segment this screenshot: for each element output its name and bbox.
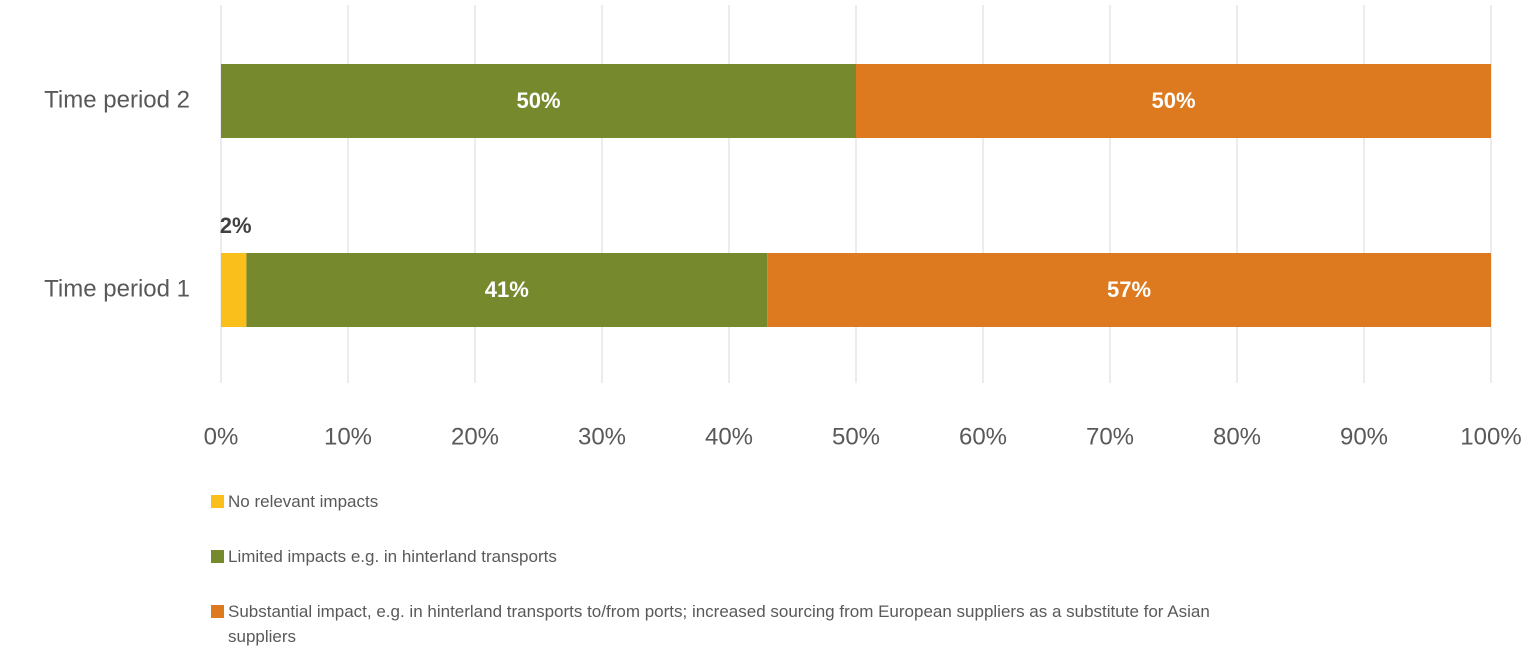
data-label: 50% <box>516 88 560 113</box>
x-tick-label: 60% <box>959 423 1007 450</box>
x-tick-label: 70% <box>1086 423 1134 450</box>
chart: 0% 10% 20% 30% 40% 50% 60% 70% 80% 90% 100% Time pe… <box>44 5 1522 450</box>
legend-swatch <box>211 605 224 618</box>
data-label: 50% <box>1151 88 1195 113</box>
legend-label: Limited impacts e.g. in hinterland trans… <box>228 547 557 566</box>
data-label: 41% <box>485 277 529 302</box>
x-tick-label: 100% <box>1460 423 1521 450</box>
legend-item: Limited impacts e.g. in hinterland trans… <box>211 544 1211 569</box>
legend-item: Substantial impact, e.g. in hinterland t… <box>211 599 1211 649</box>
data-label: 57% <box>1107 277 1151 302</box>
bar-segment <box>221 64 856 138</box>
y-tick-label: Time period 2 <box>44 86 190 113</box>
legend: No relevant impacts Limited impacts e.g. … <box>211 489 1211 652</box>
y-tick-label: Time period 1 <box>44 275 190 302</box>
x-tick-label: 0% <box>204 423 239 450</box>
x-tick-label: 10% <box>324 423 372 450</box>
legend-label: Substantial impact, e.g. in hinterland t… <box>228 602 1210 646</box>
legend-item: No relevant impacts <box>211 489 1211 514</box>
legend-label: No relevant impacts <box>228 492 379 511</box>
bar-segment <box>246 253 768 327</box>
x-tick-label: 40% <box>705 423 753 450</box>
x-tick-label: 90% <box>1340 423 1388 450</box>
legend-swatch <box>211 495 224 508</box>
bar-segment <box>856 64 1491 138</box>
legend-swatch <box>211 550 224 563</box>
bar-segment <box>767 253 1491 327</box>
x-tick-label: 80% <box>1213 423 1261 450</box>
data-label: 2% <box>220 213 252 238</box>
x-tick-label: 30% <box>578 423 626 450</box>
bar-segment <box>221 253 247 327</box>
x-tick-label: 50% <box>832 423 880 450</box>
x-tick-label: 20% <box>451 423 499 450</box>
